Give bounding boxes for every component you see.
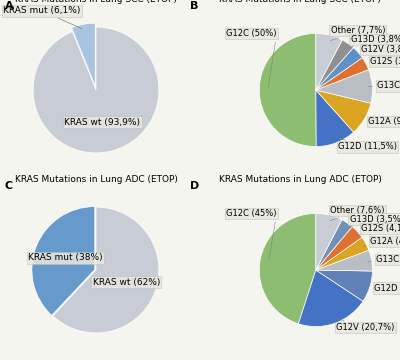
Title: KRAS Mutations in Lung SCC (ETOP): KRAS Mutations in Lung SCC (ETOP) — [219, 0, 381, 4]
Text: B: B — [190, 1, 198, 11]
Wedge shape — [316, 250, 372, 271]
Text: KRAS wt (62%): KRAS wt (62%) — [93, 278, 160, 287]
Text: G12S (3,8%): G12S (3,8%) — [362, 57, 400, 66]
Text: KRAS wt (93,9%): KRAS wt (93,9%) — [64, 118, 140, 127]
Title: KRAS Mutations in Lung ADC (ETOP): KRAS Mutations in Lung ADC (ETOP) — [14, 175, 178, 184]
Text: G12A (9,6%): G12A (9,6%) — [361, 116, 400, 126]
Wedge shape — [316, 58, 369, 90]
Wedge shape — [316, 270, 372, 301]
Text: KRAS mut (38%): KRAS mut (38%) — [28, 253, 103, 262]
Text: D: D — [190, 181, 199, 191]
Text: G13C (6%): G13C (6%) — [368, 255, 400, 264]
Wedge shape — [316, 40, 353, 90]
Text: G12C (45%): G12C (45%) — [226, 209, 277, 260]
Text: KRAS mut (6,1%): KRAS mut (6,1%) — [3, 6, 82, 29]
Text: G13D (3,8%): G13D (3,8%) — [347, 35, 400, 48]
Wedge shape — [32, 207, 95, 315]
Wedge shape — [72, 23, 95, 86]
Text: G13D (3,5%): G13D (3,5%) — [346, 215, 400, 228]
Text: G13C (9,6%): G13C (9,6%) — [368, 81, 400, 90]
Text: G12A (4,1%): G12A (4,1%) — [362, 237, 400, 246]
Text: G12V (3,8%): G12V (3,8%) — [356, 45, 400, 56]
Wedge shape — [33, 27, 159, 153]
Text: G12C (50%): G12C (50%) — [226, 29, 277, 87]
Text: Other (7,7%): Other (7,7%) — [330, 26, 385, 41]
Text: A: A — [5, 1, 14, 10]
Wedge shape — [316, 237, 369, 270]
Wedge shape — [298, 270, 363, 327]
Title: KRAS Mutations in Lung ADC (ETOP): KRAS Mutations in Lung ADC (ETOP) — [218, 175, 382, 184]
Wedge shape — [316, 220, 352, 270]
Wedge shape — [259, 33, 316, 147]
Wedge shape — [316, 90, 371, 132]
Text: C: C — [5, 181, 13, 190]
Wedge shape — [53, 207, 159, 333]
Wedge shape — [316, 48, 362, 90]
Text: G12D (11,5%): G12D (11,5%) — [336, 137, 397, 152]
Text: G12D (9%): G12D (9%) — [366, 284, 400, 293]
Wedge shape — [316, 69, 372, 103]
Text: G12S (4,1%): G12S (4,1%) — [355, 224, 400, 236]
Wedge shape — [316, 90, 354, 147]
Title: KRAS Mutations in Lung SCC (ETOP): KRAS Mutations in Lung SCC (ETOP) — [15, 0, 177, 4]
Wedge shape — [316, 33, 342, 90]
Text: G12V (20,7%): G12V (20,7%) — [335, 318, 394, 332]
Wedge shape — [316, 213, 342, 270]
Text: Other (7,6%): Other (7,6%) — [330, 206, 385, 221]
Wedge shape — [259, 213, 316, 324]
Wedge shape — [316, 227, 362, 270]
